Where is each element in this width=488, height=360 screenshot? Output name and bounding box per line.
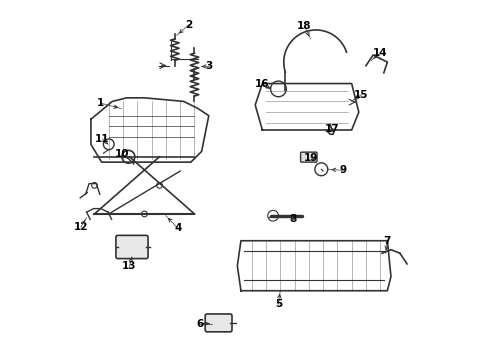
FancyBboxPatch shape xyxy=(300,152,316,162)
Text: 11: 11 xyxy=(95,134,109,144)
Text: 8: 8 xyxy=(288,214,296,224)
Text: 2: 2 xyxy=(185,19,192,30)
Text: 1: 1 xyxy=(97,98,104,108)
Text: 15: 15 xyxy=(353,90,367,100)
Text: 9: 9 xyxy=(339,165,346,175)
FancyBboxPatch shape xyxy=(116,235,148,258)
FancyBboxPatch shape xyxy=(205,314,231,332)
Text: 5: 5 xyxy=(274,299,282,309)
Text: 12: 12 xyxy=(74,222,88,232)
Text: 4: 4 xyxy=(174,223,181,233)
Text: 18: 18 xyxy=(297,21,311,31)
Text: 10: 10 xyxy=(115,149,129,159)
Text: 7: 7 xyxy=(383,236,390,246)
Text: 13: 13 xyxy=(122,261,137,271)
Text: 19: 19 xyxy=(303,153,318,163)
Text: 16: 16 xyxy=(254,79,268,89)
Text: 6: 6 xyxy=(196,319,203,329)
Text: 3: 3 xyxy=(205,62,212,71)
Text: 17: 17 xyxy=(324,124,339,134)
Text: 14: 14 xyxy=(372,48,387,58)
